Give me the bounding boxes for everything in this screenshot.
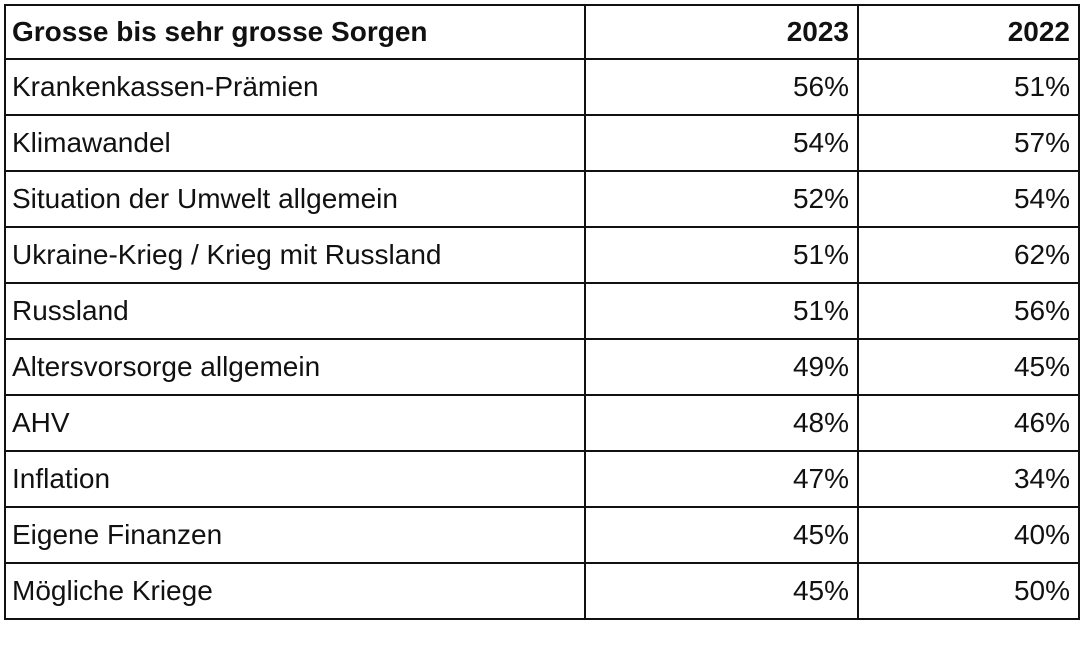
table-row: Ukraine-Krieg / Krieg mit Russland 51% 6… bbox=[4, 226, 1080, 284]
value-2022: 46% bbox=[857, 394, 1080, 452]
row-label: Krankenkassen-Prämien bbox=[4, 58, 586, 116]
value-2023: 49% bbox=[584, 338, 859, 396]
table-row: Inflation 47% 34% bbox=[4, 450, 1080, 508]
value-2023: 45% bbox=[584, 562, 859, 620]
value-2023: 47% bbox=[584, 450, 859, 508]
value-2022: 40% bbox=[857, 506, 1080, 564]
table-row: Mögliche Kriege 45% 50% bbox=[4, 562, 1080, 620]
column-header-2022: 2022 bbox=[857, 4, 1080, 60]
row-label: Inflation bbox=[4, 450, 586, 508]
table-row: Eigene Finanzen 45% 40% bbox=[4, 506, 1080, 564]
row-label: Klimawandel bbox=[4, 114, 586, 172]
table-row: Situation der Umwelt allgemein 52% 54% bbox=[4, 170, 1080, 228]
row-label: AHV bbox=[4, 394, 586, 452]
value-2022: 62% bbox=[857, 226, 1080, 284]
table-row: AHV 48% 46% bbox=[4, 394, 1080, 452]
value-2023: 52% bbox=[584, 170, 859, 228]
value-2023: 51% bbox=[584, 226, 859, 284]
value-2022: 50% bbox=[857, 562, 1080, 620]
column-header-2023: 2023 bbox=[584, 4, 859, 60]
value-2023: 51% bbox=[584, 282, 859, 340]
row-label: Ukraine-Krieg / Krieg mit Russland bbox=[4, 226, 586, 284]
value-2022: 54% bbox=[857, 170, 1080, 228]
table-row: Klimawandel 54% 57% bbox=[4, 114, 1080, 172]
value-2022: 45% bbox=[857, 338, 1080, 396]
row-label: Situation der Umwelt allgemein bbox=[4, 170, 586, 228]
value-2022: 51% bbox=[857, 58, 1080, 116]
value-2022: 56% bbox=[857, 282, 1080, 340]
worries-table: Grosse bis sehr grosse Sorgen 2023 2022 … bbox=[4, 4, 1080, 620]
table-header-row: Grosse bis sehr grosse Sorgen 2023 2022 bbox=[4, 4, 1080, 60]
table-row: Russland 51% 56% bbox=[4, 282, 1080, 340]
value-2022: 34% bbox=[857, 450, 1080, 508]
table-row: Altersvorsorge allgemein 49% 45% bbox=[4, 338, 1080, 396]
row-label: Eigene Finanzen bbox=[4, 506, 586, 564]
row-label: Russland bbox=[4, 282, 586, 340]
row-label: Mögliche Kriege bbox=[4, 562, 586, 620]
table-row: Krankenkassen-Prämien 56% 51% bbox=[4, 58, 1080, 116]
column-header-topic: Grosse bis sehr grosse Sorgen bbox=[4, 4, 586, 60]
value-2023: 48% bbox=[584, 394, 859, 452]
row-label: Altersvorsorge allgemein bbox=[4, 338, 586, 396]
value-2023: 54% bbox=[584, 114, 859, 172]
value-2023: 45% bbox=[584, 506, 859, 564]
value-2023: 56% bbox=[584, 58, 859, 116]
value-2022: 57% bbox=[857, 114, 1080, 172]
